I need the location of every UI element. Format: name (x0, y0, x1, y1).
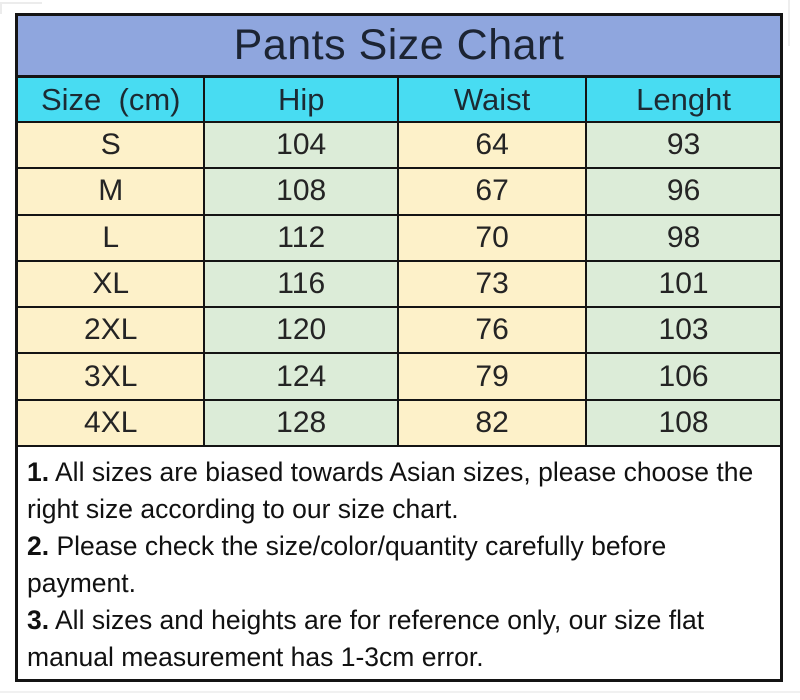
pants-size-chart-table: Pants Size Chart Size (cm) Hip Waist Lenght… (15, 13, 783, 682)
value-cell: 106 (587, 354, 780, 401)
chart-title: Pants Size Chart (18, 16, 780, 78)
value-cell: 116 (205, 261, 399, 309)
value-cell: 93 (587, 123, 780, 170)
table-body: S 104 64 93 M 108 67 96 L 112 70 98 XL 116 73 101 2XL 120… (18, 123, 780, 448)
table-row: XL 116 73 101 (18, 261, 780, 309)
note-number: 3. (27, 605, 50, 636)
note-text: Please check the size/color/quantity car… (27, 531, 667, 599)
value-cell: 70 (398, 215, 588, 262)
note-number: 1. (27, 457, 50, 488)
table-row: 4XL 128 82 108 (18, 400, 780, 448)
note-text: All sizes are biased towards Asian sizes… (27, 457, 754, 525)
column-header: Hip (205, 78, 399, 123)
scan-artifact-bottom (0, 691, 800, 693)
value-cell: 108 (205, 169, 399, 216)
value-cell: 108 (587, 400, 780, 448)
table-row: M 108 67 96 (18, 169, 780, 216)
value-cell: 112 (205, 215, 399, 262)
size-cell: S (18, 123, 206, 170)
note-item: 1. All sizes are biased towards Asian si… (27, 454, 770, 528)
column-header: Waist (398, 78, 588, 123)
size-cell: 3XL (18, 354, 206, 401)
value-cell: 73 (398, 261, 588, 309)
value-cell: 124 (205, 354, 399, 401)
note-number: 2. (27, 531, 50, 562)
value-cell: 67 (398, 169, 588, 216)
table-row: 3XL 124 79 106 (18, 354, 780, 401)
scan-artifact-right (788, 0, 790, 46)
table-row: L 112 70 98 (18, 215, 780, 262)
size-cell: M (18, 169, 206, 216)
value-cell: 96 (587, 169, 780, 216)
value-cell: 76 (398, 308, 588, 355)
value-cell: 128 (205, 400, 399, 448)
value-cell: 104 (205, 123, 399, 170)
value-cell: 120 (205, 308, 399, 355)
size-cell: XL (18, 261, 206, 309)
table-row: S 104 64 93 (18, 123, 780, 170)
value-cell: 98 (587, 215, 780, 262)
size-cell: 2XL (18, 308, 206, 355)
scan-artifact-top-left (0, 2, 42, 14)
notes-section: 1. All sizes are biased towards Asian si… (18, 447, 780, 679)
table-row: 2XL 120 76 103 (18, 308, 780, 355)
note-item: 3. All sizes and heights are for referen… (27, 602, 770, 676)
column-header: Size (cm) (18, 78, 206, 123)
value-cell: 79 (398, 354, 588, 401)
column-header: Lenght (587, 78, 780, 123)
value-cell: 101 (587, 261, 780, 309)
note-text: All sizes and heights are for reference … (27, 605, 705, 673)
table-header-row: Size (cm) Hip Waist Lenght (18, 78, 780, 123)
size-cell: L (18, 215, 206, 262)
size-cell: 4XL (18, 400, 206, 448)
value-cell: 82 (398, 400, 588, 448)
value-cell: 103 (587, 308, 780, 355)
value-cell: 64 (398, 123, 588, 170)
note-item: 2. Please check the size/color/quantity … (27, 528, 770, 602)
